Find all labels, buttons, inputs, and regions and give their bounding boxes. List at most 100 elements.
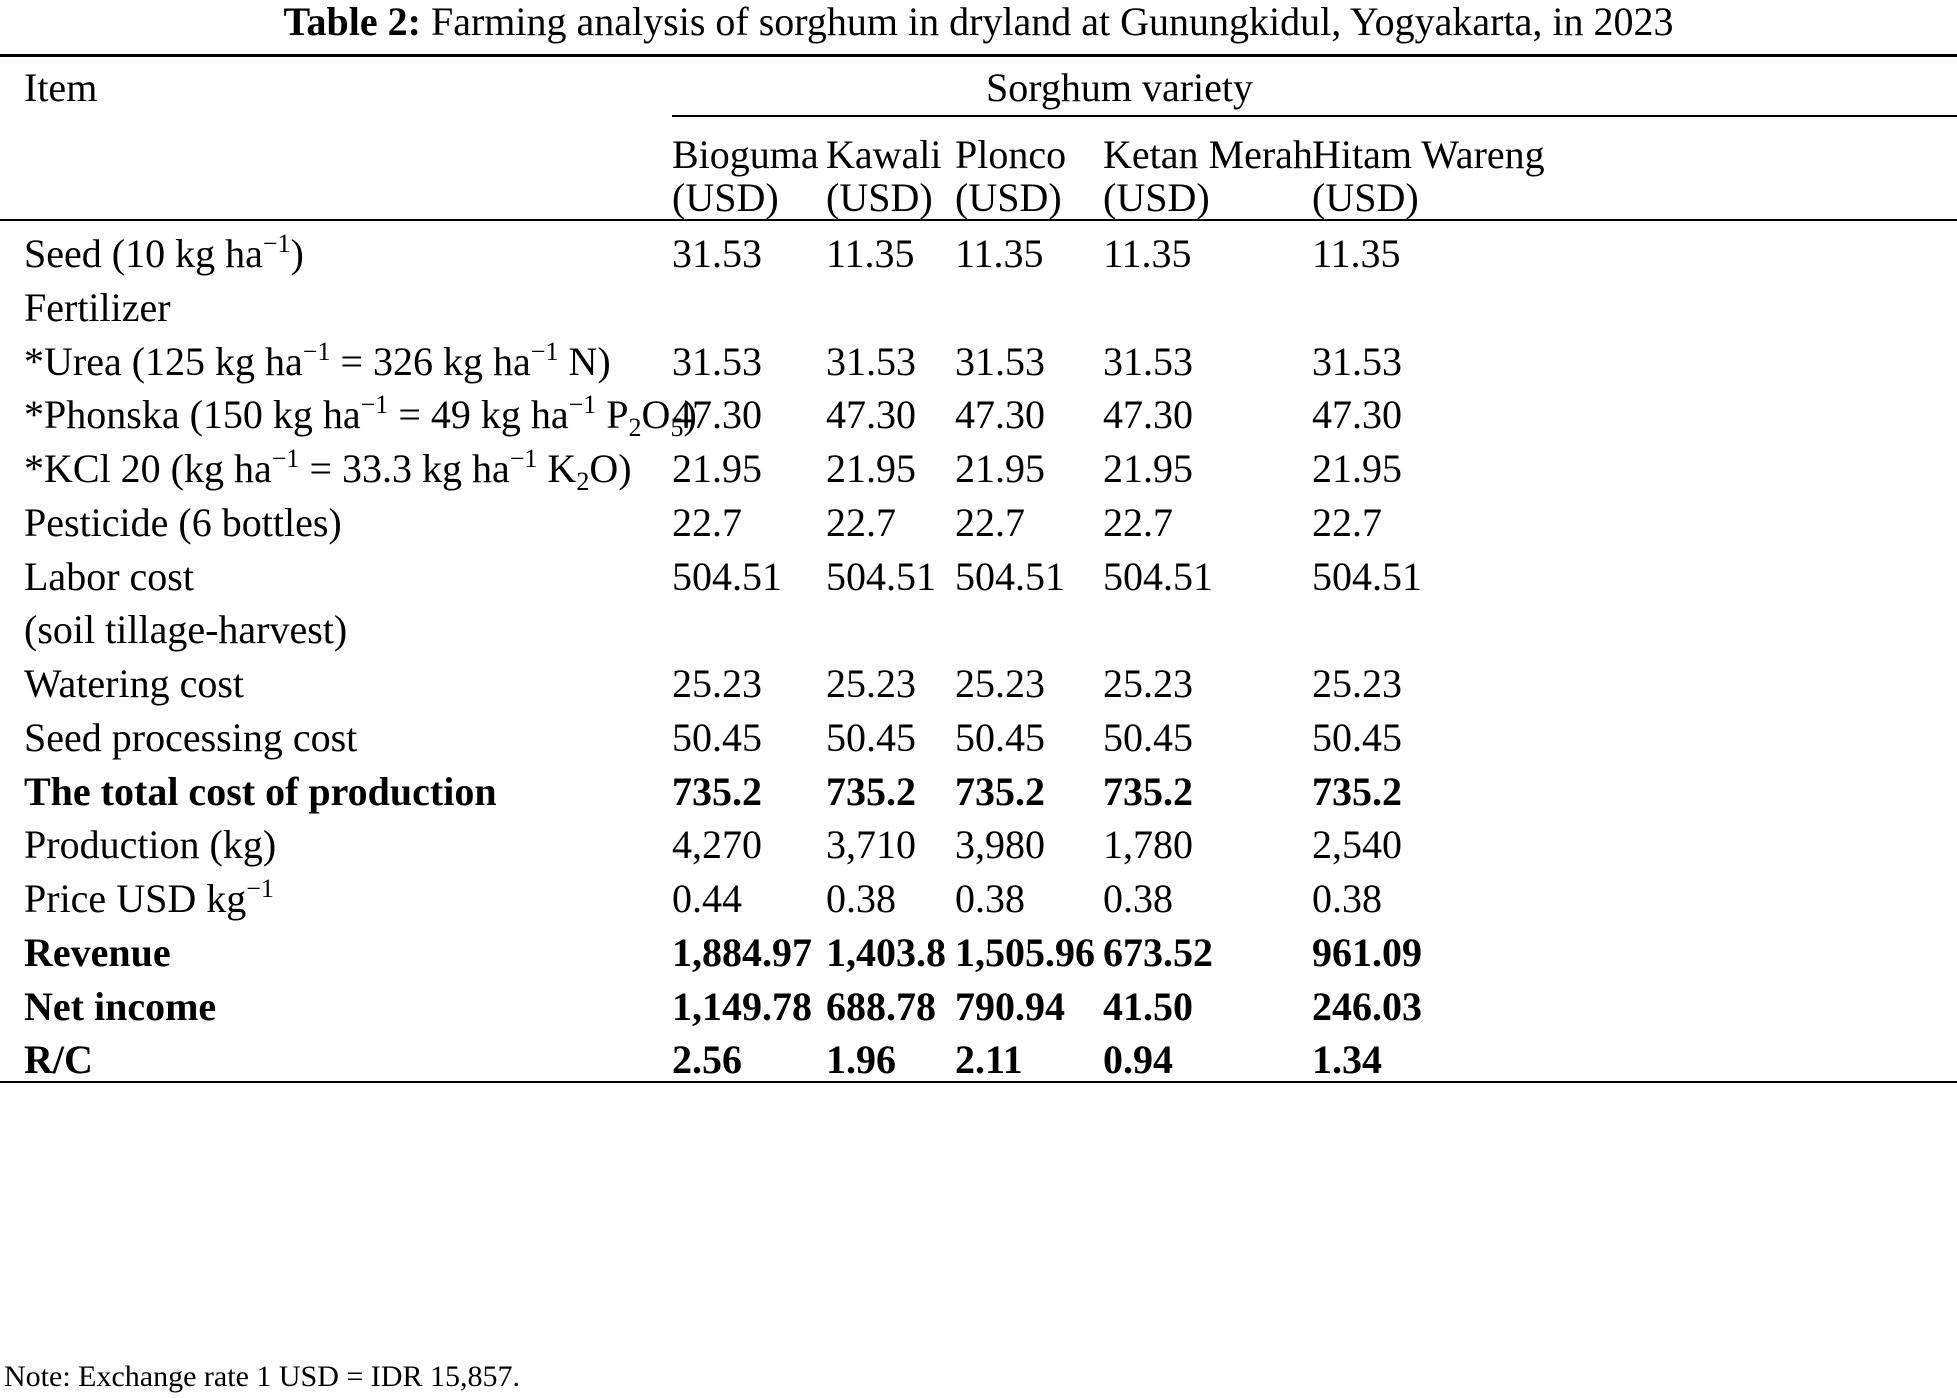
table-cell-seed-0: 31.53: [672, 231, 762, 276]
row-label-pesticide: Pesticide (6 bottles): [24, 500, 342, 545]
table-cell-production-2: 3,980: [955, 822, 1045, 867]
table-cell-watering-4: 25.23: [1312, 661, 1402, 706]
table-cell-labor-0: 504.51: [672, 554, 782, 599]
row-label-seed-processing: Seed processing cost: [24, 715, 358, 760]
table-cell-production-3: 1,780: [1103, 822, 1193, 867]
table-cell-rc-4: 1.34: [1312, 1037, 1382, 1082]
row-label-labor-detail: (soil tillage-harvest): [24, 607, 348, 652]
table-cell-price-3: 0.38: [1103, 876, 1173, 921]
table-cell-revenue-0: 1,884.97: [672, 930, 812, 975]
table-cell-pesticide-3: 22.7: [1103, 500, 1173, 545]
table-cell-netincome-2: 790.94: [955, 984, 1065, 1029]
table-cell-production-4: 2,540: [1312, 822, 1402, 867]
table-cell-netincome-0: 1,149.78: [672, 984, 812, 1029]
table-cell-seed-2: 11.35: [955, 231, 1044, 276]
table-cell-urea-2: 31.53: [955, 339, 1045, 384]
table-note: Note: Exchange rate 1 USD = IDR 15,857.: [4, 1360, 520, 1393]
table-cell-pesticide-0: 22.7: [672, 500, 742, 545]
table-cell-urea-3: 31.53: [1103, 339, 1193, 384]
table-cell-seed-4: 11.35: [1312, 231, 1401, 276]
table-cell-revenue-2: 1,505.96: [955, 930, 1095, 975]
table-cell-watering-0: 25.23: [672, 661, 762, 706]
table-cell-watering-2: 25.23: [955, 661, 1045, 706]
row-label-seed: Seed (10 kg ha−1): [24, 229, 304, 276]
table-cell-phonska-2: 47.30: [955, 392, 1045, 437]
table-cell-seed-3: 11.35: [1103, 231, 1192, 276]
table-cell-kcl-3: 21.95: [1103, 446, 1193, 491]
table-cell-seedproc-1: 50.45: [826, 715, 916, 760]
table-cell-seedproc-4: 50.45: [1312, 715, 1402, 760]
row-label-urea: *Urea (125 kg ha−1 = 326 kg ha−1 N): [24, 337, 611, 384]
table-cell-labor-2: 504.51: [955, 554, 1065, 599]
table-caption: Table 2: Farming analysis of sorghum in …: [0, 0, 1957, 44]
column-header-kawali: Kawali (USD): [826, 132, 942, 220]
column-header-bioguma: Bioguma (USD): [672, 132, 819, 220]
table-caption-text: Farming analysis of sorghum in dryland a…: [430, 0, 1674, 44]
row-label-kcl: *KCl 20 (kg ha−1 = 33.3 kg ha−1 K2O): [24, 444, 632, 496]
table-cell-revenue-4: 961.09: [1312, 930, 1422, 975]
table-cell-seedproc-3: 50.45: [1103, 715, 1193, 760]
table-cell-urea-0: 31.53: [672, 339, 762, 384]
row-label-fertilizer: Fertilizer: [24, 285, 171, 330]
table-cell-price-2: 0.38: [955, 876, 1025, 921]
table-cell-seedproc-0: 50.45: [672, 715, 762, 760]
row-label-labor: Labor cost: [24, 554, 194, 599]
table-cell-kcl-2: 21.95: [955, 446, 1045, 491]
column-header-ketan-merah: Ketan Merah (USD): [1103, 132, 1313, 220]
table-cell-rc-3: 0.94: [1103, 1037, 1173, 1082]
table-cell-pesticide-4: 22.7: [1312, 500, 1382, 545]
table-cell-price-0: 0.44: [672, 876, 742, 921]
table-cell-kcl-1: 21.95: [826, 446, 916, 491]
table-cell-production-0: 4,270: [672, 822, 762, 867]
table-cell-labor-3: 504.51: [1103, 554, 1213, 599]
table-cell-phonska-1: 47.30: [826, 392, 916, 437]
group-rule: [672, 115, 1957, 117]
top-rule: [0, 54, 1957, 57]
table-cell-netincome-3: 41.50: [1103, 984, 1193, 1029]
table-cell-urea-4: 31.53: [1312, 339, 1402, 384]
table-cell-price-1: 0.38: [826, 876, 896, 921]
table-cell-rc-0: 2.56: [672, 1037, 742, 1082]
table-cell-totalcost-0: 735.2: [672, 769, 762, 814]
row-label-total-cost: The total cost of production: [24, 769, 497, 814]
table-cell-price-4: 0.38: [1312, 876, 1382, 921]
table-cell-rc-2: 2.11: [955, 1037, 1023, 1082]
table-cell-netincome-4: 246.03: [1312, 984, 1422, 1029]
table-cell-phonska-0: 47.30: [672, 392, 762, 437]
table-cell-totalcost-1: 735.2: [826, 769, 916, 814]
column-header-plonco: Plonco (USD): [955, 132, 1067, 220]
table-cell-watering-1: 25.23: [826, 661, 916, 706]
table-cell-netincome-1: 688.78: [826, 984, 936, 1029]
table-cell-kcl-4: 21.95: [1312, 446, 1402, 491]
row-label-production: Production (kg): [24, 822, 277, 867]
header-sorghum-variety: Sorghum variety: [985, 65, 1253, 110]
header-item: Item: [24, 65, 98, 110]
table-cell-labor-1: 504.51: [826, 554, 936, 599]
table-cell-revenue-1: 1,403.8: [826, 930, 946, 975]
bottom-rule: [0, 1081, 1957, 1083]
row-label-revenue: Revenue: [24, 930, 171, 975]
row-label-price: Price USD kg−1: [24, 874, 274, 921]
table-cell-totalcost-4: 735.2: [1312, 769, 1402, 814]
row-label-rc: R/C: [24, 1037, 93, 1082]
table-cell-totalcost-3: 735.2: [1103, 769, 1193, 814]
table-cell-urea-1: 31.53: [826, 339, 916, 384]
header-rule: [0, 219, 1957, 221]
table-cell-pesticide-1: 22.7: [826, 500, 896, 545]
row-label-watering: Watering cost: [24, 661, 245, 706]
row-label-net-income: Net income: [24, 984, 217, 1029]
table-cell-totalcost-2: 735.2: [955, 769, 1045, 814]
table-cell-kcl-0: 21.95: [672, 446, 762, 491]
table-cell-watering-3: 25.23: [1103, 661, 1193, 706]
row-label-phonska: *Phonska (150 kg ha−1 = 49 kg ha−1 P2O5): [24, 390, 697, 442]
table-cell-phonska-4: 47.30: [1312, 392, 1402, 437]
table-cell-revenue-3: 673.52: [1103, 930, 1213, 975]
table-cell-seed-1: 11.35: [826, 231, 915, 276]
table-cell-seedproc-2: 50.45: [955, 715, 1045, 760]
table-cell-rc-1: 1.96: [826, 1037, 896, 1082]
table-cell-labor-4: 504.51: [1312, 554, 1422, 599]
table-cell-production-1: 3,710: [826, 822, 916, 867]
column-header-hitam-wareng: Hitam Wareng (USD): [1312, 132, 1545, 220]
table-cell-pesticide-2: 22.7: [955, 500, 1025, 545]
table-caption-label: Table 2:: [283, 0, 421, 44]
